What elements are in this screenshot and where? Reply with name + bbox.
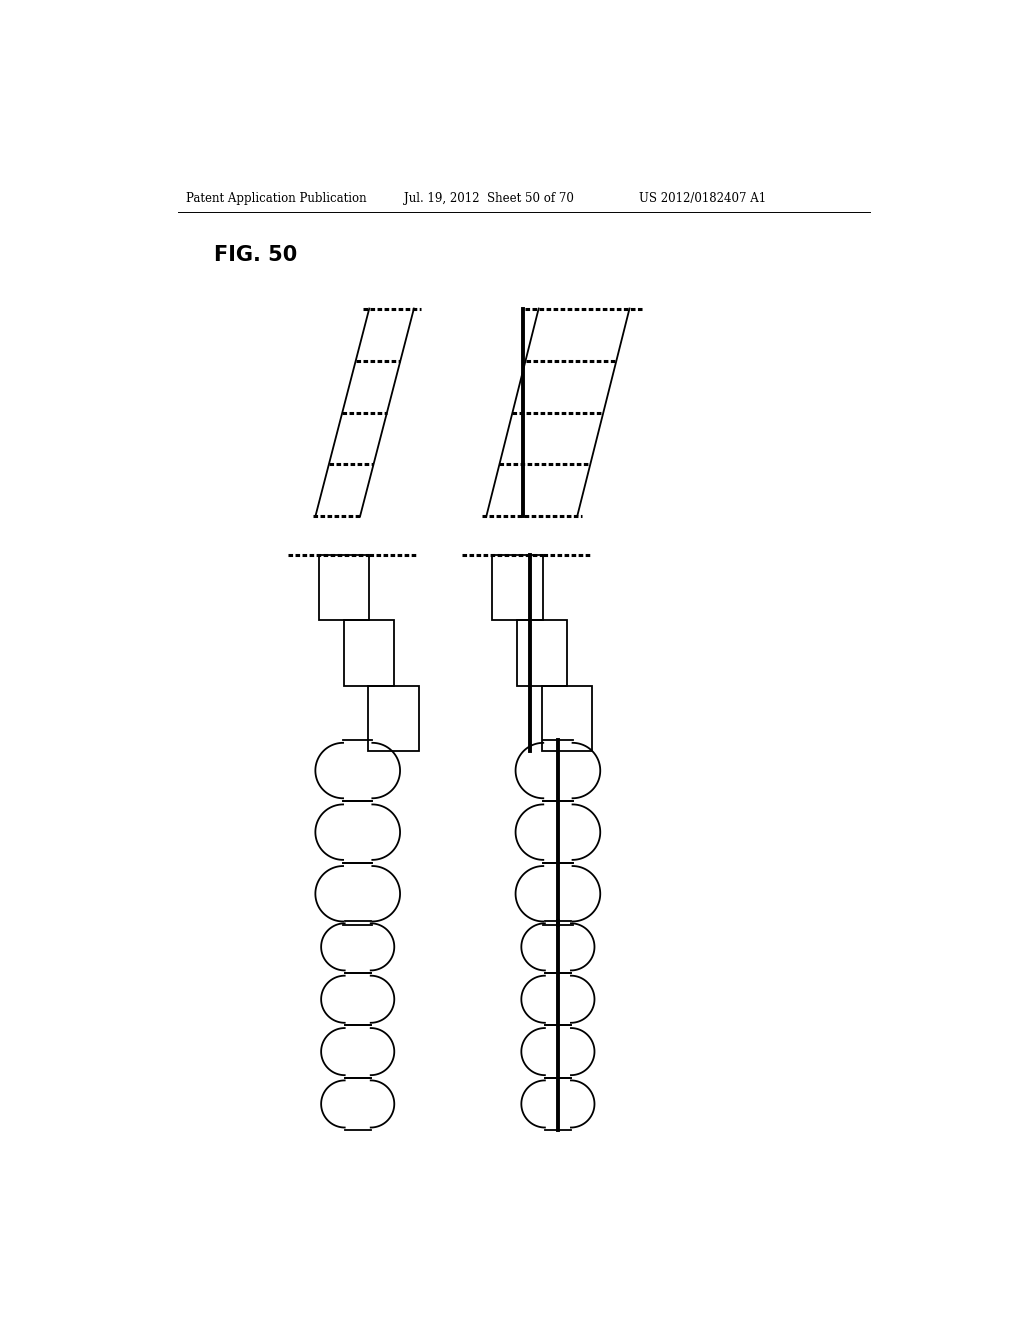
Text: FIG. 50: FIG. 50 [214, 244, 297, 264]
Text: Jul. 19, 2012  Sheet 50 of 70: Jul. 19, 2012 Sheet 50 of 70 [403, 191, 573, 205]
Text: US 2012/0182407 A1: US 2012/0182407 A1 [639, 191, 766, 205]
Text: Patent Application Publication: Patent Application Publication [186, 191, 367, 205]
